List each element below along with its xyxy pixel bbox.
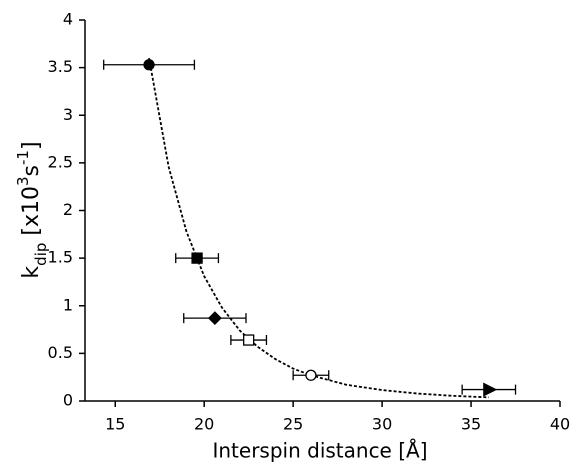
- marker: [143, 59, 155, 71]
- x-tick-label: 30: [372, 415, 392, 434]
- x-tick-label: 35: [461, 415, 481, 434]
- y-label-part: s: [19, 165, 44, 176]
- y-tick-label: 2.5: [48, 152, 73, 171]
- y-tick-label: 1: [63, 295, 73, 314]
- y-label-part: [x10: [19, 186, 44, 243]
- marker: [191, 252, 203, 264]
- y-tick-label: 0.5: [48, 343, 73, 362]
- marker: [243, 334, 255, 346]
- y-label-part: dip: [32, 243, 50, 266]
- y-tick-label: 4: [63, 10, 73, 29]
- x-tick-label: 20: [194, 415, 214, 434]
- marker: [305, 369, 317, 381]
- marker: [483, 382, 498, 397]
- y-tick-label: 1.5: [48, 248, 73, 267]
- y-label-part: ]: [19, 141, 44, 150]
- y-axis-label: kdip [x103s-1]: [14, 141, 50, 278]
- x-axis-label: Interspin distance [Å]: [212, 439, 427, 463]
- y-tick-label: 0: [63, 391, 73, 410]
- y-label-part: 3: [14, 176, 32, 186]
- y-tick-label: 2: [63, 200, 73, 219]
- marker: [207, 311, 222, 326]
- y-tick-label: 3: [63, 105, 73, 124]
- fit-curve: [148, 57, 489, 399]
- x-tick-label: 15: [105, 415, 125, 434]
- x-tick-label: 25: [283, 415, 303, 434]
- y-label-part: k: [19, 266, 44, 279]
- y-tick-label: 3.5: [48, 57, 73, 76]
- y-label-part: -1: [14, 150, 32, 165]
- x-tick-label: 40: [550, 415, 570, 434]
